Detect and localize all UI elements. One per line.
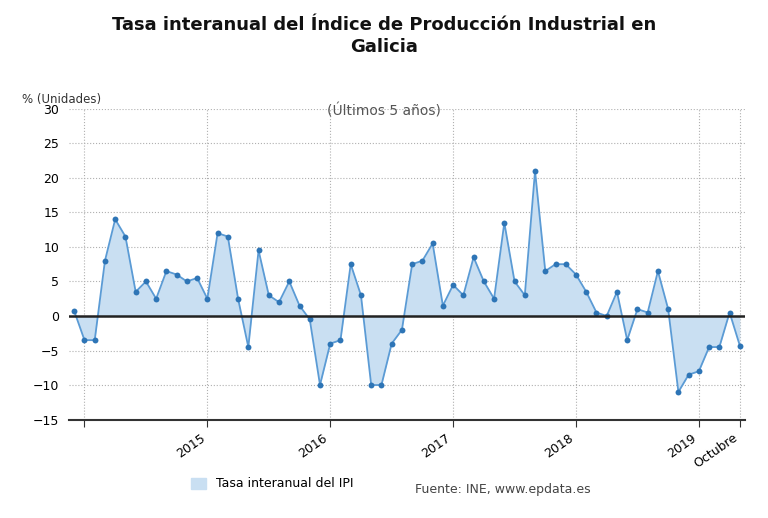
Point — [683, 370, 695, 379]
Point — [334, 336, 346, 344]
Point — [662, 305, 674, 313]
Point — [119, 233, 131, 241]
Point — [130, 287, 142, 296]
Point — [713, 343, 726, 351]
Point — [631, 305, 644, 313]
Point — [457, 291, 469, 299]
Point — [201, 295, 214, 303]
Point — [601, 312, 613, 320]
Legend: Tasa interanual del IPI: Tasa interanual del IPI — [186, 472, 358, 495]
Point — [263, 291, 275, 299]
Point — [468, 253, 480, 262]
Point — [539, 267, 551, 275]
Point — [161, 267, 173, 275]
Point — [560, 260, 572, 268]
Point — [478, 277, 490, 285]
Text: Tasa interanual del Índice de Producción Industrial en
Galicia: Tasa interanual del Índice de Producción… — [112, 16, 656, 56]
Point — [303, 315, 316, 324]
Point — [109, 215, 121, 223]
Point — [703, 343, 715, 351]
Text: % (Unidades): % (Unidades) — [22, 93, 101, 106]
Point — [488, 295, 500, 303]
Point — [242, 343, 254, 351]
Point — [222, 233, 234, 241]
Point — [170, 270, 183, 279]
Point — [376, 381, 388, 389]
Point — [733, 341, 746, 350]
Text: (Últimos 5 años): (Últimos 5 años) — [327, 104, 441, 119]
Point — [549, 260, 561, 268]
Point — [211, 229, 223, 237]
Point — [406, 260, 419, 268]
Point — [437, 301, 449, 310]
Point — [498, 219, 511, 227]
Point — [140, 277, 152, 285]
Point — [416, 256, 429, 265]
Point — [693, 367, 705, 376]
Point — [314, 381, 326, 389]
Point — [447, 281, 459, 289]
Point — [232, 295, 244, 303]
Point — [396, 326, 408, 334]
Point — [518, 291, 531, 299]
Point — [68, 307, 81, 315]
Point — [88, 336, 101, 344]
Point — [150, 295, 162, 303]
Point — [580, 287, 592, 296]
Point — [99, 256, 111, 265]
Point — [529, 167, 541, 175]
Point — [570, 270, 582, 279]
Point — [641, 308, 654, 316]
Point — [508, 277, 521, 285]
Point — [652, 267, 664, 275]
Point — [191, 274, 204, 282]
Point — [293, 301, 306, 310]
Point — [426, 239, 439, 248]
Point — [611, 287, 623, 296]
Point — [324, 339, 336, 348]
Point — [672, 388, 684, 396]
Point — [180, 277, 193, 285]
Point — [78, 336, 91, 344]
Point — [621, 336, 634, 344]
Point — [723, 308, 736, 316]
Point — [253, 246, 265, 254]
Point — [273, 298, 285, 306]
Point — [345, 260, 357, 268]
Point — [365, 381, 377, 389]
Point — [591, 308, 603, 316]
Text: Fuente: INE, www.epdata.es: Fuente: INE, www.epdata.es — [415, 483, 591, 496]
Point — [355, 291, 367, 299]
Point — [386, 339, 398, 348]
Point — [283, 277, 296, 285]
